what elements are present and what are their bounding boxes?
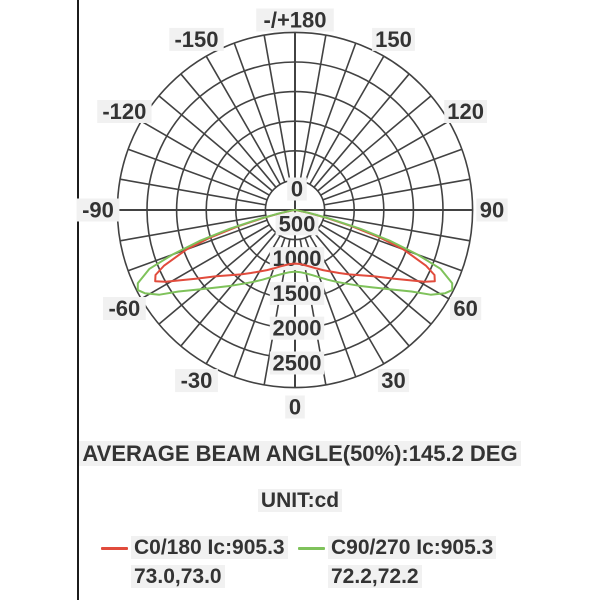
polar-spoke [309, 55, 385, 185]
angle-label-bg [102, 297, 146, 320]
polar-spoke [180, 73, 277, 188]
angle-label: 120 [447, 99, 484, 124]
polar-spoke [313, 73, 410, 188]
polar-spoke [140, 120, 270, 196]
legend-swatch-c90-270 [298, 547, 325, 550]
polar-spoke [317, 95, 432, 192]
angle-label: -120 [102, 99, 146, 124]
polar-spoke [205, 55, 281, 185]
angle-label-bg [76, 198, 120, 222]
polar-spoke [304, 42, 357, 183]
polar-spoke [233, 42, 286, 183]
angle-label-bg [450, 297, 482, 320]
polar-spoke [322, 148, 463, 201]
ring-label: 500 [279, 211, 316, 236]
curve-c0-180 [154, 209, 436, 283]
polar-spoke [127, 148, 268, 201]
ring-label: 0 [291, 177, 303, 202]
polar-spoke [205, 235, 281, 365]
polar-spoke [119, 214, 266, 242]
angle-label-bg [377, 369, 410, 393]
table-border-line [77, 0, 79, 600]
polar-spoke [313, 232, 410, 347]
polar-spoke [324, 214, 471, 242]
angle-label: 90 [480, 198, 504, 223]
polar-chart: 0 500 1000 1500 2000 2500 0 30 60 90 120 150 -/+180-… [76, 8, 508, 420]
polar-spoke [324, 178, 471, 206]
angle-label-bg [175, 369, 218, 393]
curve-c90-270 [136, 209, 454, 296]
beam-angle-title: AVERAGE BEAM ANGLE(50%):145.2 DEG [0, 441, 600, 467]
ring-label-bg [269, 351, 325, 375]
angle-label-bg [285, 395, 305, 419]
polar-chart-svg: 050010001500200025000306090120150-/+180-… [76, 8, 508, 420]
polar-spoke [322, 219, 463, 272]
polar-spoke [158, 95, 273, 192]
angle-label: -60 [108, 296, 140, 321]
angle-label-bg [372, 27, 415, 51]
ring-label-bg [275, 212, 319, 236]
polar-spoke [320, 224, 450, 300]
polar-spoke [263, 34, 291, 181]
polar-spoke [180, 232, 277, 347]
legend-swatch-c0-180 [101, 547, 128, 550]
angle-label-bg [476, 198, 508, 222]
polar-spoke [320, 120, 450, 196]
angle-label-bg [169, 27, 224, 51]
angle-label: -/+180 [264, 8, 327, 33]
polar-spoke [299, 34, 327, 181]
angle-label-bg [97, 100, 152, 123]
ring-label: 2500 [273, 351, 322, 376]
polar-spoke [140, 224, 270, 300]
ring-label: 1500 [273, 281, 322, 306]
ring-label-bg [269, 247, 325, 271]
angle-label: 60 [453, 296, 477, 321]
ring-label-bg [287, 177, 307, 201]
ring-label-bg [269, 281, 325, 305]
unit-label: UNIT:cd [0, 489, 600, 513]
legend-sub-c90-270: 72.2,72.2 [328, 565, 422, 589]
angle-label-bg [256, 8, 334, 32]
ring-label-bg [269, 316, 325, 340]
legend-label-c0-180: C0/180 Ic:905.3 [131, 536, 288, 560]
angle-label: -150 [174, 27, 218, 52]
angle-label: 30 [381, 368, 405, 393]
angle-label-bg [444, 100, 488, 123]
angle-label: -30 [181, 368, 213, 393]
angle-label: 0 [289, 395, 301, 420]
legend-label-c90-270: C90/270 Ic:905.3 [328, 536, 497, 560]
polar-spoke [127, 219, 268, 272]
legend-sub-c0-180: 73.0,73.0 [131, 565, 225, 589]
angle-label: 150 [375, 27, 412, 52]
ring-label: 2000 [273, 316, 322, 341]
polar-spoke [119, 178, 266, 206]
angle-label: -90 [82, 198, 114, 223]
